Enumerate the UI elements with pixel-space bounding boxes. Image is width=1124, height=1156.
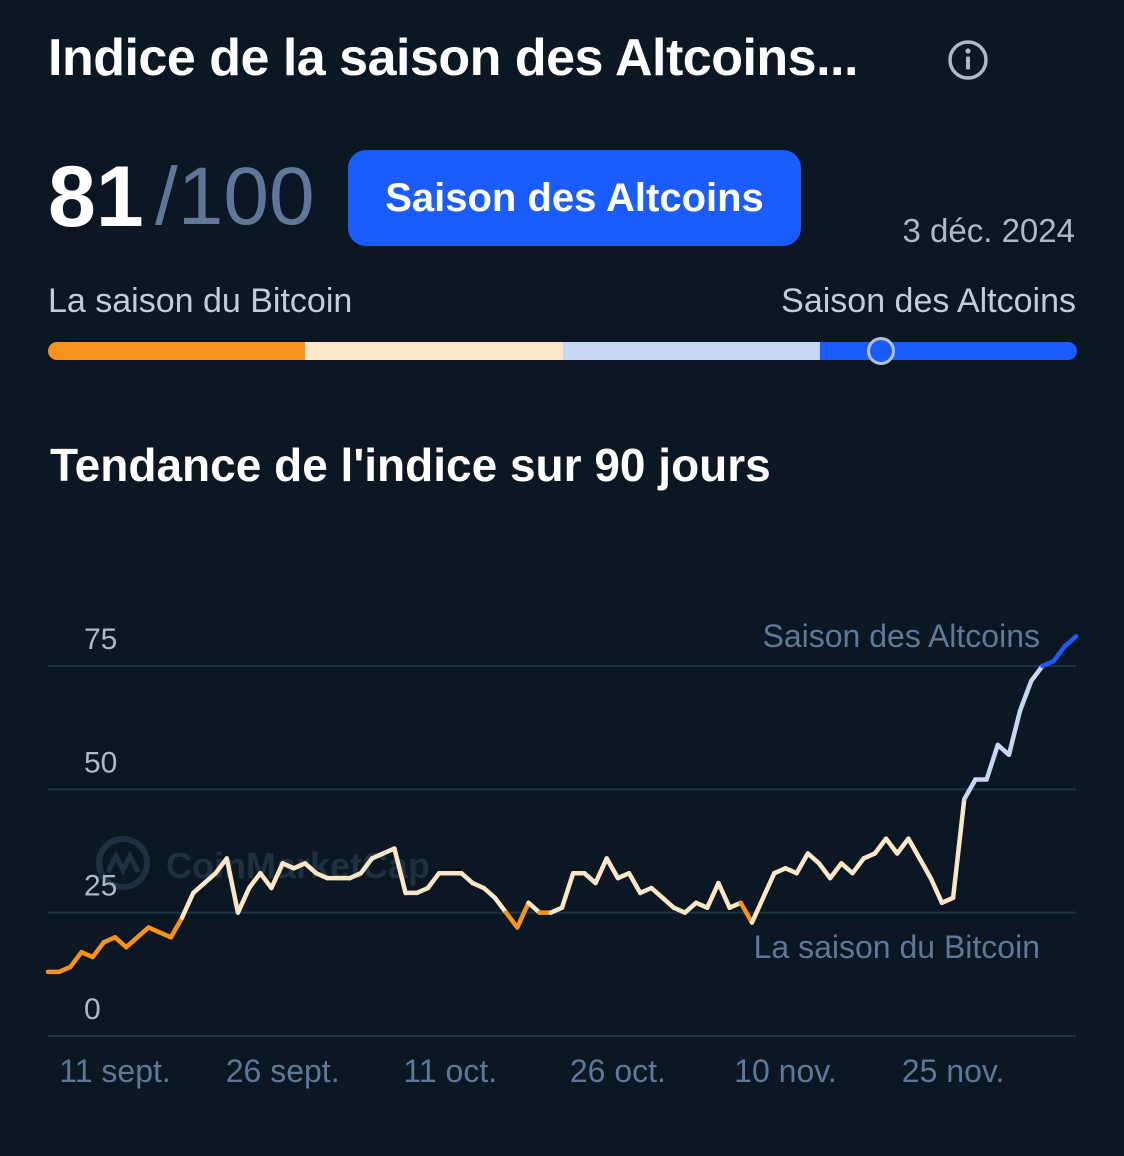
- series-line-segment: [649, 885, 665, 901]
- series-line-segment: [716, 880, 732, 910]
- x-tick-label: 11 oct.: [403, 1053, 497, 1089]
- series-line-segment: [392, 846, 408, 896]
- series-line-segment: [258, 870, 274, 891]
- series-line-segment: [962, 777, 978, 802]
- series-line-segment: [872, 836, 889, 856]
- series-line-segment: [850, 856, 866, 876]
- info-circle-icon[interactable]: [946, 38, 990, 82]
- series-line-segment: [917, 856, 933, 881]
- series-line-segment: [481, 885, 498, 901]
- series-line-segment: [90, 940, 107, 960]
- series-line-segment: [626, 870, 643, 896]
- series-line-segment: [604, 856, 621, 881]
- y-tick-label: 25: [84, 870, 117, 903]
- series-line-segment: [358, 856, 375, 876]
- series-line-segment: [235, 885, 252, 915]
- season-badge: Saison des Altcoins: [348, 150, 801, 246]
- x-tick-label: 26 sept.: [226, 1053, 340, 1089]
- scale-marker: [867, 337, 896, 365]
- series-line-segment: [738, 900, 755, 925]
- series-line-segment: [202, 870, 218, 886]
- x-tick-label: 26 oct.: [570, 1053, 666, 1089]
- series-line-segment: [1006, 708, 1023, 758]
- scale-label-altcoin: Saison des Altcoins: [781, 282, 1076, 320]
- scale-segment-neutral-low: [305, 342, 563, 360]
- season-scale-bar: [48, 337, 1077, 365]
- series-line-segment: [794, 851, 811, 876]
- series-line-segment: [1029, 663, 1045, 684]
- series-line-segment: [191, 880, 207, 896]
- series-line-segment: [928, 875, 945, 906]
- series-line-segment: [950, 796, 967, 901]
- series-line-segment: [705, 880, 721, 910]
- series-line-segment: [246, 870, 263, 891]
- series-line-segment: [760, 870, 777, 901]
- series-line-segment: [984, 742, 1001, 782]
- index-value: 81: [48, 149, 144, 245]
- series-line-segment: [224, 856, 241, 915]
- series-line-segment: [68, 949, 84, 970]
- index-max: /100: [155, 151, 315, 242]
- y-tick-label: 0: [84, 993, 101, 1026]
- series-line-segment: [894, 836, 911, 856]
- page-title: Indice de la saison des Altcoins...: [48, 29, 858, 87]
- scale-label-bitcoin: La saison du Bitcoin: [48, 282, 353, 320]
- series-line-segment: [492, 895, 509, 915]
- chart-title: Tendance de l'indice sur 90 jours: [50, 439, 771, 491]
- series-line-segment: [168, 915, 185, 940]
- series-line-segment: [906, 836, 922, 861]
- series-line-segment: [526, 900, 542, 915]
- series-line-segment: [682, 900, 699, 915]
- x-tick-label: 10 nov.: [734, 1053, 837, 1089]
- series-line-segment: [805, 851, 822, 866]
- x-tick-label: 25 nov.: [902, 1053, 1005, 1089]
- series-line-segment: [213, 856, 230, 876]
- series-line-segment: [593, 856, 609, 886]
- series-line-segment: [459, 870, 475, 886]
- series-line-segment: [839, 861, 855, 876]
- index-date: 3 déc. 2024: [902, 212, 1075, 249]
- series-line-segment: [503, 910, 520, 930]
- series-line-segment: [883, 836, 900, 856]
- series-line-segment: [112, 935, 129, 950]
- series-line-segment: [123, 935, 140, 950]
- series-line-segment: [1017, 678, 1034, 713]
- scale-segment-bitcoin: [48, 342, 305, 360]
- series-line-segment: [269, 861, 285, 891]
- series-line-segment: [425, 870, 442, 891]
- series-line-segment: [660, 895, 676, 910]
- series-line-segment: [515, 900, 531, 930]
- series-line-segment: [816, 861, 833, 881]
- series-line-segment: [1051, 644, 1068, 664]
- series-line-segment: [582, 870, 598, 886]
- series-line-segment: [559, 870, 576, 910]
- series-line-segment: [302, 861, 319, 876]
- scale-segment-altcoin: [820, 342, 1077, 360]
- y-tick-label: 50: [84, 746, 117, 779]
- zone-label-altcoin: Saison des Altcoins: [763, 618, 1041, 654]
- x-tick-label: 11 sept.: [59, 1053, 170, 1089]
- series-line-segment: [135, 925, 151, 940]
- series-line-segment: [749, 895, 766, 925]
- zone-label-bitcoin: La saison du Bitcoin: [754, 929, 1040, 965]
- series-line-segment: [1062, 634, 1079, 649]
- series-line-segment: [179, 890, 196, 920]
- scale-segment-neutral-high: [563, 342, 820, 360]
- y-tick-label: 75: [84, 623, 117, 656]
- series-line-segment: [827, 861, 844, 881]
